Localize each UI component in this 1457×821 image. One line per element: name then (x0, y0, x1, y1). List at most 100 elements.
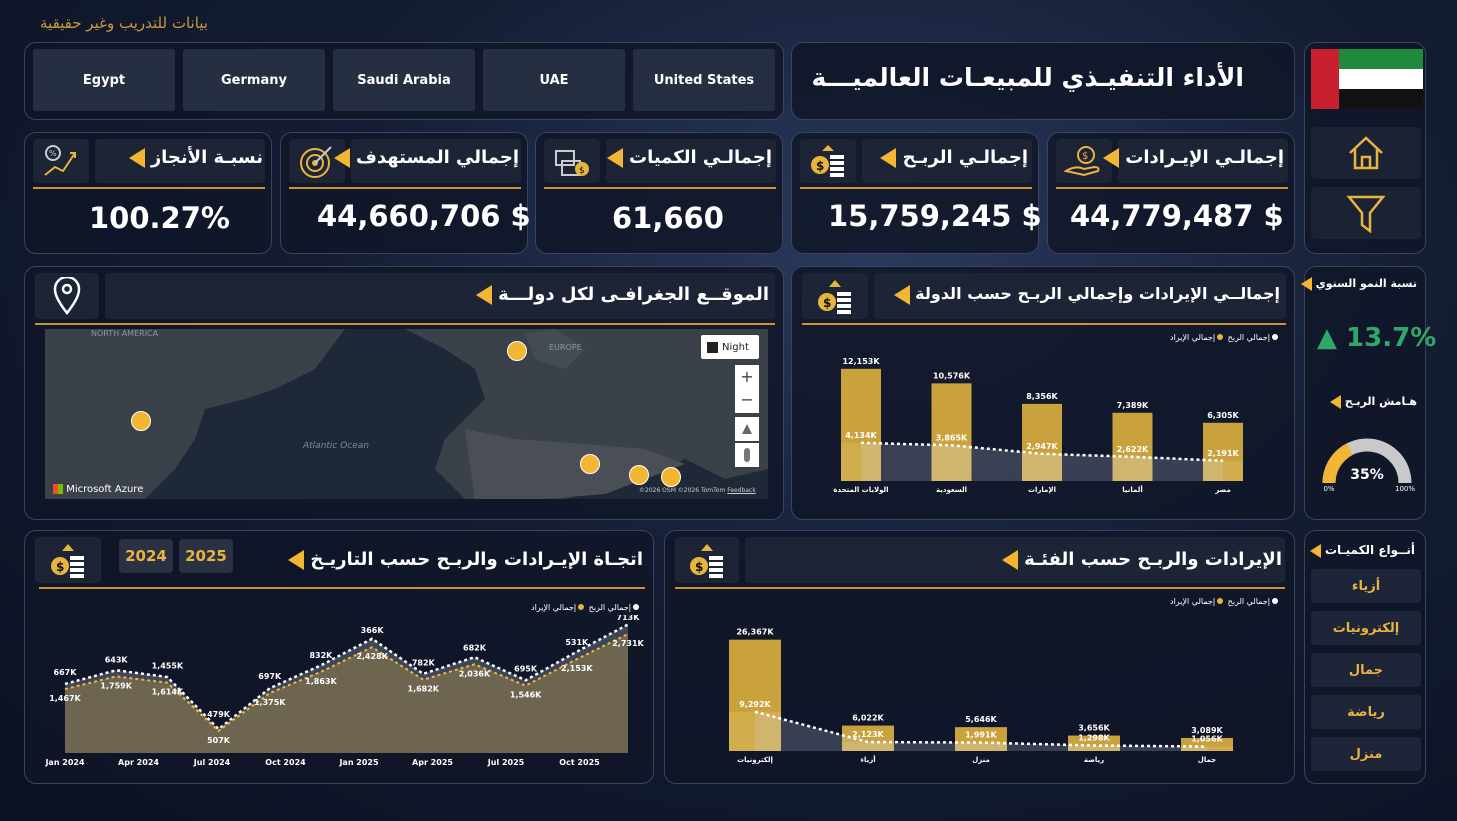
brand-text: Microsoft Azure (66, 484, 144, 495)
profit-bar[interactable] (842, 742, 894, 751)
profit-bar[interactable] (1112, 456, 1153, 481)
year-2024-button[interactable]: 2024 (119, 539, 173, 573)
boxes-icon: $ (555, 150, 589, 176)
map-zoom-in-button[interactable]: + (735, 365, 759, 389)
kpi-quantity-card: $ إجمالـي الكميات 61,660 (535, 132, 783, 254)
divider (289, 187, 521, 189)
map-marker-egypt[interactable] (580, 454, 600, 474)
profit-bar[interactable] (1068, 745, 1120, 751)
kpi-icon-box: $ (544, 139, 600, 183)
svg-text:$: $ (816, 159, 824, 173)
profit-bar[interactable] (729, 711, 781, 751)
feedback-link[interactable]: Feedback (727, 487, 756, 494)
category-chart-panel: $ الإيرادات والربـح حسب الفئـة إجمالي ال… (664, 530, 1295, 784)
profit-label: 3,865K (936, 433, 968, 442)
revenue-point-label: 1,682K (408, 685, 440, 694)
profit-bar[interactable] (1181, 746, 1233, 751)
category-item-beauty[interactable]: جمال (1311, 653, 1421, 687)
map-tilt-button[interactable] (735, 417, 759, 441)
revenue-label: 10,576K (933, 371, 971, 380)
revenue-label: 3,656K (1078, 724, 1110, 733)
country-filter-germany[interactable]: Germany (183, 49, 325, 111)
category-item-home[interactable]: منزل (1311, 737, 1421, 771)
year-2025-button[interactable]: 2025 (179, 539, 233, 573)
svg-text:$: $ (1082, 151, 1088, 162)
legend-revenue-label: إجمالي الإيراد (1170, 333, 1216, 342)
arrow-marker-icon (1300, 277, 1312, 291)
profit-point-label: 713K (617, 615, 641, 622)
profit-bar[interactable] (931, 445, 972, 481)
profit-point-label: 682K (463, 643, 487, 652)
country-chart-title: إجمالــي الإيرادات وإجمالي الربـح حسب ال… (893, 284, 1280, 305)
profit-point-label: 667K (54, 668, 78, 677)
coin-stack-icon: $ (811, 145, 844, 177)
date-tick: Oct 2025 (559, 758, 600, 767)
nav-panel (1304, 42, 1426, 254)
date-tick: Jul 2025 (487, 758, 525, 767)
kpi-label-box (606, 139, 776, 183)
home-button[interactable] (1311, 127, 1421, 179)
revenue-label: 8,356K (1026, 392, 1058, 401)
watermark-text: بيانات للتدريب وغير حقيقية (40, 14, 208, 32)
profit-label: 2,947K (1026, 442, 1058, 451)
legend-revenue-dot (1217, 598, 1224, 604)
revenue-point-label: 1,546K (510, 691, 542, 700)
filter-icon (1346, 195, 1386, 234)
date-tick: Jan 2025 (338, 758, 379, 767)
target-icon (300, 146, 332, 178)
revenue-point-label: 1,759K (100, 681, 132, 690)
filter-button[interactable] (1311, 187, 1421, 239)
kpi-icon-box: % (33, 139, 89, 183)
arrow-marker-icon (1329, 395, 1341, 409)
country-bar-chart: 12,153K 4,134K الولايات المتحدة 10,576K 3,86… (833, 357, 1243, 494)
profit-line (64, 623, 629, 731)
category-tick: ألمانيا (1122, 485, 1142, 494)
map-marker-united-states[interactable] (131, 411, 151, 431)
arrow-marker-icon (1103, 148, 1119, 168)
profit-point-label: 697K (258, 672, 282, 681)
category-item-sports[interactable]: رياضة (1311, 695, 1421, 729)
country-filter-uae[interactable]: UAE (483, 49, 625, 111)
country-filter-saudi-arabia[interactable]: Saudi Arabia (333, 49, 475, 111)
legend-revenue-dot (1217, 334, 1224, 340)
location-pin-icon (53, 277, 81, 315)
kpi-label-box (351, 139, 521, 183)
money-hand-icon: $ (1064, 146, 1100, 177)
kpi-quantity-label-text: إجمالـي الكميات (628, 147, 772, 168)
map-marker-saudi-arabia[interactable] (629, 465, 649, 485)
margin-gauge: 35% 0% 100% (1322, 438, 1415, 493)
gauge-value: 35% (1350, 467, 1384, 483)
svg-text:$: $ (695, 560, 703, 574)
chart-title-box (874, 273, 1286, 319)
map-marker-uae[interactable] (661, 467, 681, 487)
country-filter-united-states[interactable]: United States (633, 49, 775, 111)
map-label-europe: EUROPE (549, 343, 582, 352)
profit-point-label: 695K (514, 665, 538, 674)
profit-bar[interactable] (1203, 460, 1243, 481)
revenue-point-label: 1,614K (152, 688, 184, 697)
profit-label: 9,292K (739, 700, 771, 709)
trend-legend: إجمالي الربح إجمالي الإيراد (531, 603, 641, 612)
kpi-achievement-label: نسبـة الأنجاز (128, 147, 263, 168)
profit-bar[interactable] (1022, 453, 1062, 481)
kpi-target-label: إجمالي المستهدف (333, 147, 519, 168)
map-night-toggle[interactable]: Night (701, 335, 759, 359)
profit-point-label: 366K (361, 626, 385, 635)
profit-bar[interactable] (841, 442, 881, 481)
kpi-icon-box: $ (800, 139, 856, 183)
home-icon (1349, 136, 1383, 170)
revenue-point-label: 2,036K (459, 669, 491, 678)
legend-revenue-dot (578, 604, 585, 610)
country-filter-egypt[interactable]: Egypt (33, 49, 175, 111)
map-compass-button[interactable] (735, 443, 759, 467)
profit-bar[interactable] (955, 742, 1007, 751)
map-marker-germany[interactable] (507, 341, 527, 361)
coin-stack-icon: $ (818, 280, 851, 314)
map-zoom-out-button[interactable]: − (735, 389, 759, 413)
profit-point-label: 832K (309, 651, 333, 660)
category-item-electronics[interactable]: إلكترونيات (1311, 611, 1421, 645)
category-tick: أزياء (860, 755, 875, 764)
category-item-fashion[interactable]: أزياء (1311, 569, 1421, 603)
map-canvas[interactable]: NORTH AMERICA EUROPE Atlantic Ocean Nigh… (45, 329, 768, 499)
chart-icon-box: $ (675, 537, 739, 583)
